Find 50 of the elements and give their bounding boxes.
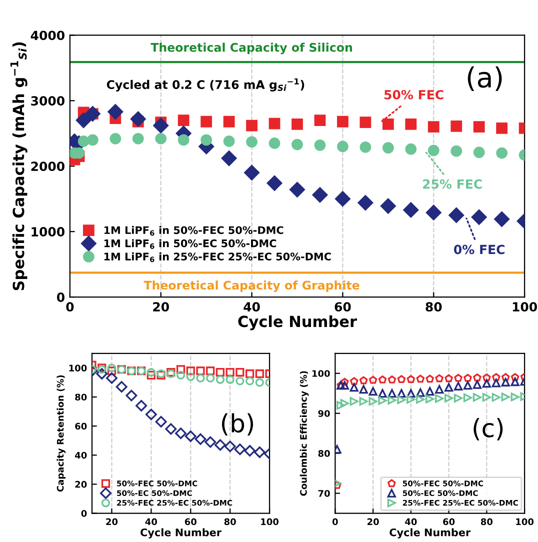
y-tick-label: 0 <box>56 292 64 302</box>
x-tick-label: 80 <box>480 518 493 526</box>
x-tick-label: 20 <box>153 302 169 312</box>
y-tick-label: 60 <box>75 422 87 430</box>
x-tick-label: 0 <box>66 302 74 312</box>
x-tick-label: 80 <box>224 518 236 526</box>
y-tick-label: 40 <box>74 452 87 459</box>
y-tick-label: 0 <box>81 510 87 517</box>
y-tick-label: 100 <box>69 364 87 372</box>
y-tick-label: 100 <box>312 370 330 377</box>
annotation: 50% FEC <box>384 90 444 100</box>
y-tick-label: 70 <box>318 490 330 497</box>
y-axis-title: Specific Capacity (mAh g$^{−1}$$_{Si}$) <box>10 42 28 290</box>
x-axis-title: Cycle Number <box>390 528 471 538</box>
x-tick-label: 80 <box>426 302 442 312</box>
y-axis-title: Capacity Retention (%) <box>56 375 66 492</box>
y-tick-label: 2000 <box>31 162 64 172</box>
y-axis-title: Coulombic Efficiency (%) <box>300 371 309 496</box>
y-tick-label: 90 <box>318 410 330 417</box>
x-axis-title: Cycle Number <box>238 315 357 330</box>
annotation: (a) <box>468 66 502 92</box>
y-tick-label: 20 <box>75 480 87 488</box>
ref-line-label: Theoretical Capacity of Silicon <box>150 42 352 54</box>
y-tick-label: 80 <box>75 394 87 401</box>
x-tick-label: 20 <box>106 518 118 526</box>
legend-label: 1M LiPF$_{6}$ in 25%-FEC 25%-EC 50%-DMC <box>104 252 331 262</box>
x-tick-label: 20 <box>367 518 379 526</box>
legend-label: 1M LiPF$_{6}$ in 50%-EC 50%-DMC <box>104 239 276 249</box>
annotation: 0% FEC <box>454 244 504 254</box>
y-tick-label: 80 <box>318 450 330 457</box>
legend-label: 1M LiPF$_{6}$ in 50%-FEC 50%-DMC <box>104 226 284 236</box>
annotation: 25% FEC <box>423 179 482 189</box>
x-tick-label: 60 <box>443 518 455 526</box>
annotation: (c) <box>474 418 503 440</box>
annotation: (b) <box>222 413 254 436</box>
y-tick-label: 4000 <box>30 30 64 40</box>
x-axis-title: Cycle Number <box>140 528 222 538</box>
x-tick-label: 40 <box>244 302 260 312</box>
y-tick-label: 3000 <box>31 96 64 106</box>
ref-line-label: Theoretical Capacity of Graphite <box>144 280 360 292</box>
annotation: Cycled at 0.2 C (716 mA g$_{Si}$$^{−1}$) <box>106 78 304 92</box>
x-tick-label: 60 <box>184 518 196 526</box>
x-tick-label: 100 <box>261 518 279 526</box>
x-tick-label: 40 <box>405 518 417 526</box>
y-tick-label: 1000 <box>32 227 64 236</box>
x-tick-label: 0 <box>332 518 338 526</box>
x-tick-label: 100 <box>512 302 537 312</box>
x-tick-label: 100 <box>516 518 534 526</box>
x-tick-label: 40 <box>145 518 158 526</box>
x-tick-label: 60 <box>334 302 351 312</box>
